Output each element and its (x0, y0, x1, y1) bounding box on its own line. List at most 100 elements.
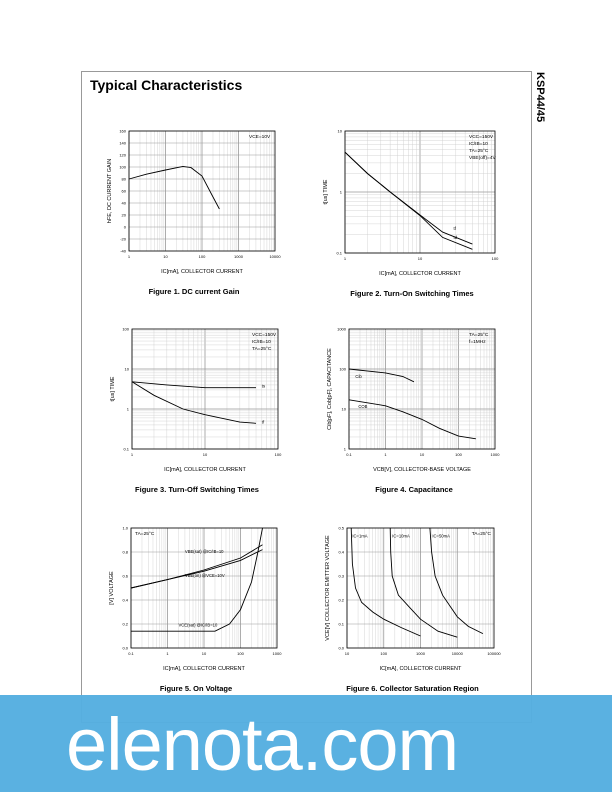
x-tick-label: 1 (131, 452, 134, 457)
x-tick-label: 100 (380, 651, 387, 656)
series-label: IC=50mA (432, 534, 450, 539)
series-line (131, 527, 263, 632)
x-tick-label: 100 (199, 254, 206, 259)
figure-caption: Figure 3. Turn-Off Switching Times (135, 485, 259, 494)
watermark-banner (0, 695, 612, 792)
y-axis-label: t[us] TIME (323, 179, 329, 204)
chart-annotation: TA=25°C (135, 531, 155, 537)
x-tick-label: 1 (384, 452, 387, 457)
y-axis-label: t[us] TIME (110, 376, 116, 401)
chart-annotation: TA=25°C (472, 531, 492, 537)
y-tick-label: 0.8 (122, 550, 128, 555)
x-tick-label: 100 (237, 651, 244, 656)
x-axis-label: IC[mA], COLLECTOR CURRENT (380, 666, 462, 672)
y-tick-label: 0.2 (122, 622, 128, 627)
y-tick-label: 0.6 (122, 574, 128, 579)
series-label: COB (358, 404, 367, 409)
x-tick-label: 10 (203, 452, 208, 457)
series-label: tf (454, 226, 457, 231)
series-line (389, 527, 458, 638)
x-tick-label: 10 (345, 651, 350, 656)
series-line (131, 381, 256, 389)
y-axis-label: hFE, DC CURRENT GAIN (107, 159, 113, 223)
series-line (348, 399, 476, 440)
x-tick-label: 10000 (452, 651, 464, 656)
chart-annotation: IC/IB=10 (469, 141, 488, 147)
y-tick-label: 100 (339, 367, 346, 372)
chart-annotation: TA=25°C (469, 148, 489, 154)
chart-annotation: VCE=10V (249, 134, 271, 140)
figure-caption: Figure 2. Turn-On Switching Times (350, 289, 473, 298)
x-tick-label: 10 (418, 256, 423, 261)
x-tick-label: 10 (163, 254, 168, 259)
figure-caption: Figure 1. DC current Gain (149, 287, 240, 296)
page-title: Typical Characteristics (90, 77, 243, 93)
plot-frame (344, 130, 496, 254)
series-label: Cib (355, 374, 362, 379)
series-line (128, 165, 220, 210)
series-label: IC=10mA (392, 534, 410, 539)
plot-frame (348, 328, 496, 450)
series-line (350, 527, 421, 637)
y-tick-label: -40 (120, 249, 127, 254)
y-tick-label: 0 (124, 225, 127, 230)
series-line (348, 368, 415, 383)
y-tick-label: 0.4 (122, 598, 128, 603)
y-tick-label: 10 (342, 407, 347, 412)
y-tick-label: 0.1 (338, 622, 344, 627)
plot-frame (128, 130, 276, 252)
y-axis-label: [V] VOLTAGE (109, 571, 115, 605)
x-tick-label: 1000 (416, 651, 426, 656)
y-tick-label: 0.2 (338, 598, 344, 603)
x-tick-label: 0.1 (346, 452, 352, 457)
figure-caption: Figure 6. Collector Saturation Region (346, 684, 479, 693)
y-tick-label: 100 (119, 165, 126, 170)
y-tick-label: 0.4 (338, 550, 344, 555)
series-line (131, 381, 257, 424)
y-tick-label: -20 (120, 237, 127, 242)
series-label: IC=1mA (352, 534, 367, 539)
x-tick-label: 10 (420, 452, 425, 457)
y-tick-label: 160 (119, 129, 126, 134)
chart-annotation: VBE(off)=4V (469, 155, 497, 161)
y-tick-label: 0.1 (123, 447, 129, 452)
x-tick-label: 1 (128, 254, 131, 259)
y-tick-label: 1000 (337, 327, 347, 332)
chart-annotation: VCC=150V (252, 332, 277, 338)
x-tick-label: 10 (202, 651, 207, 656)
x-axis-label: VCB[V], COLLECTOR-BASE VOLTAGE (373, 467, 471, 473)
x-tick-label: 100000 (487, 651, 501, 656)
x-axis-label: IC[mA], COLLECTOR CURRENT (379, 271, 461, 277)
y-tick-label: 80 (122, 177, 127, 182)
chart-annotation: IC/IB=10 (252, 339, 271, 345)
x-tick-label: 1 (166, 651, 169, 656)
x-tick-label: 100 (492, 256, 499, 261)
y-tick-label: 0.0 (338, 646, 344, 651)
x-axis-label: IC[mA], COLLECTOR CURRENT (163, 666, 245, 672)
y-tick-label: 0.3 (338, 574, 344, 579)
y-tick-label: 40 (122, 201, 127, 206)
series-label: VCE(sat) @IC/IB=10 (178, 622, 217, 627)
y-tick-label: 60 (122, 189, 127, 194)
x-tick-label: 100 (455, 452, 462, 457)
y-tick-label: 0.5 (338, 526, 344, 531)
y-tick-label: 1 (340, 190, 343, 195)
y-tick-label: 1 (344, 447, 347, 452)
x-tick-label: 1000 (273, 651, 283, 656)
x-tick-label: 1000 (234, 254, 244, 259)
y-axis-label: Cib[pF], Cob[pF], CAPACITANCE (327, 348, 333, 430)
series-label: VBE(on) @VCE=10V (185, 573, 225, 578)
plot-frame (131, 328, 279, 450)
series-label: ts (262, 384, 265, 389)
series-line (344, 151, 473, 250)
x-tick-label: 10000 (269, 254, 281, 259)
y-axis-label: VCE[V] COLLECTOR EMITTER VOLTAGE (325, 535, 331, 641)
chart-annotation: TA=25°C (469, 332, 489, 338)
plot-frame (346, 527, 495, 649)
x-tick-label: 0.1 (128, 651, 134, 656)
y-tick-label: 140 (119, 141, 126, 146)
y-tick-label: 1.0 (122, 526, 128, 531)
y-tick-label: 10 (125, 367, 130, 372)
chart-annotation: VCC=150V (469, 134, 494, 140)
